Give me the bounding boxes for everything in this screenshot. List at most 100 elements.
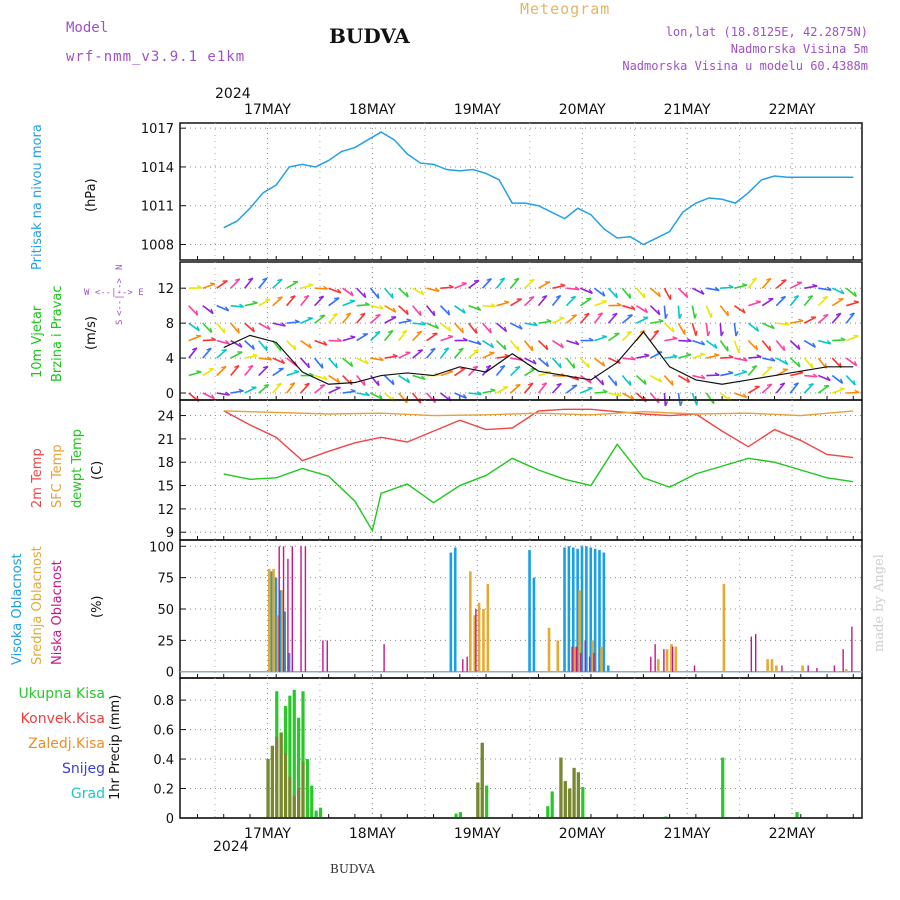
wind-arrow <box>523 296 535 307</box>
wind-arrow <box>202 338 216 342</box>
cloud-mid-bar <box>600 646 603 672</box>
legend-hail: Grad <box>70 786 105 802</box>
wind-arrow-head <box>391 293 394 299</box>
wind-arrow-head <box>808 382 814 386</box>
wind-arrow-head <box>714 353 720 356</box>
wind-arrow-head <box>584 312 590 316</box>
wind-arrow-head <box>797 361 801 367</box>
cloud-high-bar <box>563 547 566 672</box>
wind-arrow-head <box>545 344 549 350</box>
wind-arrow-head <box>323 285 329 290</box>
wind-arrow-head <box>458 347 464 351</box>
wind-arrow <box>789 295 800 307</box>
wind-arrow-head <box>461 282 467 285</box>
cloud-high-bar <box>270 571 273 672</box>
wind-arrow-head <box>629 380 632 386</box>
wind-arrow-head <box>699 352 705 355</box>
wind-arrow-head <box>793 294 799 299</box>
cloud-mid-bar <box>770 659 774 672</box>
wind-arrow-head <box>686 337 692 342</box>
wind-arrow <box>230 364 240 377</box>
wind-arrow <box>650 320 664 324</box>
cloud-mid-bar <box>276 615 280 672</box>
wind-arrow <box>845 357 858 367</box>
wind-arrow-head <box>321 363 324 369</box>
date-label-bottom: 21MAY <box>664 826 711 842</box>
wind-arrow <box>286 280 299 289</box>
wind-arrow-head <box>601 379 605 386</box>
wind-arrow <box>803 316 817 324</box>
wind-arrow-head <box>196 370 202 373</box>
wind-arrow-head <box>485 364 491 368</box>
cloud-low-bar <box>588 656 591 672</box>
wind-arrow <box>621 375 632 387</box>
wind-arrow <box>230 351 243 359</box>
wind-arrow-head <box>826 339 832 345</box>
wind-arrow <box>635 374 647 385</box>
wind-arrow-head <box>644 307 649 313</box>
wind-arrow-head <box>672 336 678 340</box>
wind-arrow-head <box>223 328 226 334</box>
wind-arrow <box>734 284 748 289</box>
wind-arrow <box>831 357 842 369</box>
wind-arrow-head <box>304 382 310 386</box>
cloud-ytick-label: 100 <box>149 540 174 555</box>
wind-arrow <box>565 357 576 369</box>
wind-arrow <box>356 312 366 324</box>
wind-arrow <box>286 382 296 394</box>
wind-arrow <box>272 367 284 377</box>
wind-arrow-head <box>336 337 342 342</box>
wind-arrow <box>622 392 635 401</box>
wind-arrow-head <box>545 361 550 367</box>
wind-arrow <box>481 278 492 289</box>
wind-arrow <box>342 300 356 307</box>
wind-arrow <box>594 300 607 307</box>
wind-arrow <box>790 319 804 324</box>
wind-arrow-head <box>664 313 669 319</box>
wind-arrow <box>188 305 199 316</box>
wind-arrow-head <box>336 377 341 383</box>
temperature-panel: 9 12 15 18 21 24 <box>157 399 863 541</box>
wind-arrow <box>356 392 370 397</box>
rain-total-bar <box>721 757 725 818</box>
wind-arrow-head <box>293 344 297 351</box>
wind-arrow <box>216 365 227 377</box>
wind-arrow <box>300 317 313 324</box>
cloud-low-bar <box>755 634 757 672</box>
wind-arrow <box>832 339 846 342</box>
wind-arrow-head <box>237 328 240 334</box>
wind-arrow <box>258 322 271 331</box>
wind-arrow-head <box>694 313 697 319</box>
cloud-high-bar <box>532 577 536 672</box>
cloud-low-bar <box>322 640 324 672</box>
cloud-mid-bar <box>801 665 804 672</box>
wind-arrow <box>314 287 328 290</box>
wind-arrow-head <box>210 308 214 314</box>
wind-arrow-head <box>209 327 213 333</box>
wind-arrow-head <box>221 365 227 369</box>
wind-arrow-head <box>696 400 699 406</box>
wind-arrow <box>817 296 829 307</box>
wind-arrow <box>454 367 466 377</box>
wind-arrow-head <box>191 347 198 351</box>
rain-convective-bar <box>275 736 279 818</box>
cloud-mid-bar <box>591 640 595 672</box>
wind-arrow <box>342 390 356 394</box>
wind-arrow-head <box>307 316 313 319</box>
wind-arrow-head <box>766 366 773 369</box>
wind-arrow-head <box>630 356 636 361</box>
wind-ytick-label: 12 <box>157 282 174 297</box>
wind-arrow-head <box>222 280 228 283</box>
dewpt-series-line <box>223 443 854 533</box>
wind-arrow <box>817 384 830 394</box>
wind-arrow <box>314 374 328 381</box>
wind-arrow <box>300 284 314 289</box>
pressure-panel: 1008 1011 1014 1017 <box>141 122 863 261</box>
wind-arrow-head <box>225 391 230 396</box>
wind-arrow <box>551 357 562 369</box>
wind-arrow <box>705 339 718 349</box>
wind-arrow <box>761 366 773 377</box>
wind-arrow-head <box>294 319 300 323</box>
wind-arrow <box>370 304 384 310</box>
wind-arrow-head <box>643 379 647 385</box>
